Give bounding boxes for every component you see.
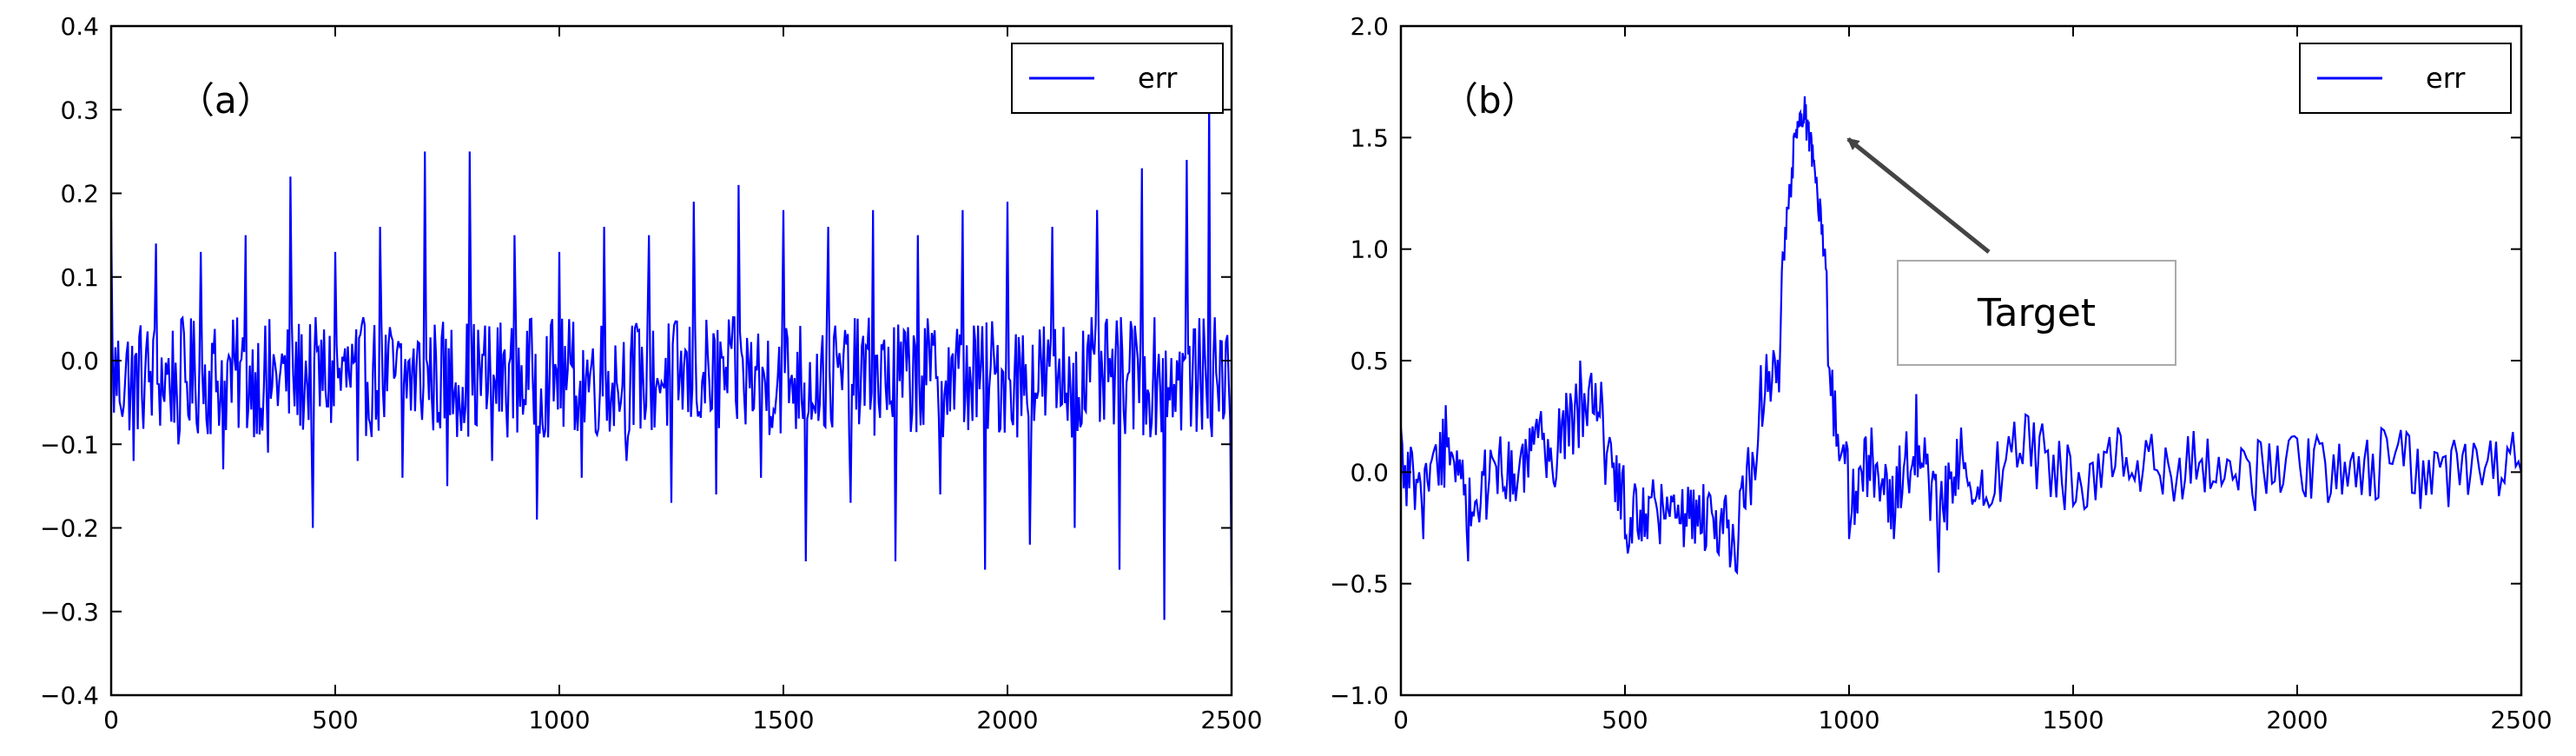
y-tick-label: 0.0: [1350, 458, 1389, 487]
legend-label-b: err: [2426, 62, 2466, 95]
x-tick-label: 2500: [2490, 706, 2552, 734]
y-tick-label: −0.2: [40, 514, 99, 543]
y-tick-label: −1.0: [1330, 681, 1389, 710]
y-tick-label: 0.1: [60, 263, 99, 292]
x-tick-label: 2000: [2266, 706, 2328, 734]
annotation-target: Target: [1846, 137, 2176, 366]
x-tick-label: 1000: [1818, 706, 1879, 734]
x-tick-label: 500: [1602, 706, 1648, 734]
y-tick-label: 0.3: [60, 96, 99, 124]
ticks-layer-b: 0 500 1000 1500 2000 2500 −1.0 −0.5 0.0 0.5 1.0 1.5…: [1330, 12, 2553, 734]
y-tick-label: −0.5: [1330, 570, 1389, 599]
x-tick-label: 2000: [976, 706, 1038, 734]
target-box: [1897, 260, 2176, 366]
panel-label-a: （a）: [178, 79, 274, 122]
y-tick-label: 1.0: [1350, 235, 1389, 264]
y-tick-label: 1.5: [1350, 123, 1389, 152]
x-tick-label: 0: [1393, 706, 1409, 734]
series-layer-a: [111, 92, 1232, 620]
y-tick-label: −0.3: [40, 598, 99, 627]
target-label: Target: [1977, 291, 2096, 335]
legend-label-a: err: [1138, 62, 1178, 95]
y-tick-label: −0.1: [40, 430, 99, 459]
series-line-err-b: [1401, 96, 2521, 575]
y-tick-label: 0.0: [60, 347, 99, 375]
series-layer-b: [1401, 96, 2521, 575]
x-tick-label: 0: [103, 706, 119, 734]
legend-a: err: [1011, 43, 1224, 114]
x-tick-label: 1000: [528, 706, 590, 734]
y-tick-label: 0.4: [60, 12, 99, 41]
x-tick-label: 1500: [2042, 706, 2104, 734]
series-line-err-a: [111, 92, 1232, 620]
x-tick-label: 2500: [1200, 706, 1262, 734]
panel-label-b: （b）: [1442, 79, 1538, 122]
x-tick-label: 500: [312, 706, 358, 734]
y-tick-label: 0.5: [1350, 347, 1389, 375]
target-arrow: [1846, 137, 1991, 254]
panel-a: 0 500 1000 1500 2000 2500 −0.4 −0.3 −0.2 −0.1 0.0 0…: [40, 12, 1263, 734]
y-tick-label: −0.4: [40, 681, 99, 710]
y-tick-label: 0.2: [60, 180, 99, 209]
panel-b: 0 500 1000 1500 2000 2500 −1.0 −0.5 0.0 0.5 1.0 1.5…: [1330, 12, 2553, 734]
ticks-layer-a: 0 500 1000 1500 2000 2500 −0.4 −0.3 −0.2 −0.1 0.0 0…: [40, 12, 1263, 734]
y-tick-label: 2.0: [1350, 12, 1389, 41]
legend-b: err: [2299, 43, 2512, 114]
x-tick-label: 1500: [752, 706, 814, 734]
